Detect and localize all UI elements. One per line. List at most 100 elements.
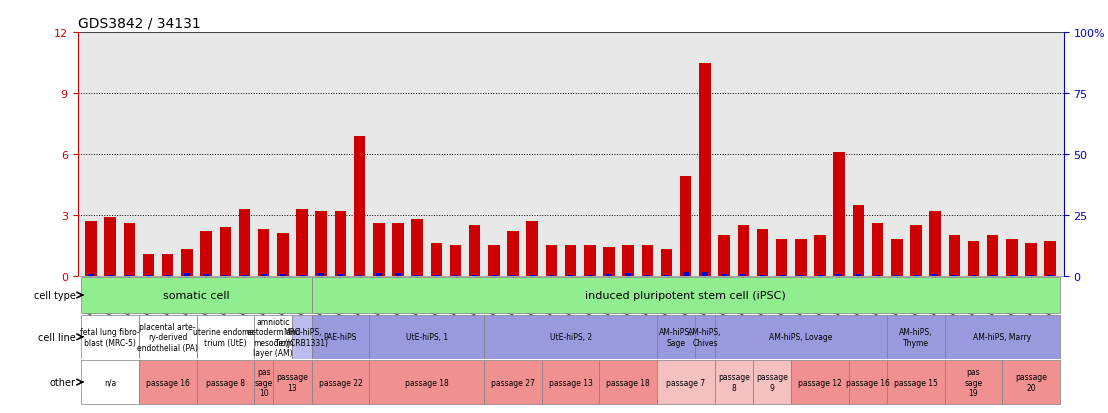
Text: cell line: cell line bbox=[38, 332, 75, 342]
Text: passage
8: passage 8 bbox=[718, 373, 750, 392]
Text: pas
sage
19: pas sage 19 bbox=[964, 367, 983, 397]
Bar bbox=[660, 250, 673, 276]
Bar bbox=[373, 223, 384, 276]
Bar bbox=[699, 64, 710, 276]
Bar bbox=[818, 275, 823, 276]
Text: fetal lung fibro-
blast (MRC-5): fetal lung fibro- blast (MRC-5) bbox=[81, 328, 140, 347]
Bar bbox=[89, 274, 94, 276]
Bar bbox=[796, 240, 807, 276]
Text: passage 7: passage 7 bbox=[666, 377, 706, 387]
Bar bbox=[335, 211, 346, 276]
Bar bbox=[145, 275, 152, 276]
Bar bbox=[376, 274, 381, 276]
Bar bbox=[642, 246, 653, 276]
Bar bbox=[392, 223, 403, 276]
Text: GDS3842 / 34131: GDS3842 / 34131 bbox=[78, 17, 201, 31]
Bar bbox=[664, 275, 669, 276]
Text: passage 18: passage 18 bbox=[404, 377, 449, 387]
Bar bbox=[162, 254, 174, 276]
Text: passage 22: passage 22 bbox=[318, 377, 362, 387]
Bar bbox=[318, 274, 325, 276]
Bar bbox=[623, 246, 634, 276]
Bar bbox=[453, 275, 459, 276]
Bar bbox=[242, 275, 247, 276]
FancyBboxPatch shape bbox=[715, 315, 888, 358]
FancyBboxPatch shape bbox=[484, 361, 542, 404]
Bar bbox=[1028, 275, 1034, 276]
Bar bbox=[872, 223, 883, 276]
Bar bbox=[85, 221, 96, 276]
Bar bbox=[645, 275, 650, 276]
Bar bbox=[814, 236, 825, 276]
Bar bbox=[702, 272, 708, 276]
FancyBboxPatch shape bbox=[542, 361, 599, 404]
FancyBboxPatch shape bbox=[945, 315, 1060, 358]
Text: induced pluripotent stem cell (iPSC): induced pluripotent stem cell (iPSC) bbox=[585, 290, 786, 300]
Bar bbox=[201, 232, 212, 276]
Bar bbox=[779, 275, 784, 276]
FancyBboxPatch shape bbox=[311, 315, 369, 358]
Bar bbox=[718, 236, 730, 276]
Bar bbox=[587, 275, 593, 276]
Bar bbox=[165, 275, 171, 276]
Text: MRC-hiPS,
Tic(JCRB1331): MRC-hiPS, Tic(JCRB1331) bbox=[275, 328, 329, 347]
Bar bbox=[932, 275, 938, 276]
Text: PAE-hiPS: PAE-hiPS bbox=[324, 332, 357, 342]
Text: other: other bbox=[50, 377, 75, 387]
Bar bbox=[296, 209, 308, 276]
Bar bbox=[837, 274, 842, 276]
Bar bbox=[260, 275, 267, 276]
Text: passage 16: passage 16 bbox=[847, 377, 890, 387]
Bar bbox=[1009, 275, 1015, 276]
Bar bbox=[489, 246, 500, 276]
Text: passage 13: passage 13 bbox=[548, 377, 593, 387]
FancyBboxPatch shape bbox=[369, 315, 484, 358]
Bar bbox=[740, 275, 746, 276]
Text: UtE-hiPS, 1: UtE-hiPS, 1 bbox=[406, 332, 448, 342]
Bar bbox=[143, 254, 154, 276]
FancyBboxPatch shape bbox=[696, 315, 715, 358]
Bar bbox=[472, 275, 478, 276]
Bar bbox=[507, 232, 519, 276]
Bar bbox=[952, 275, 957, 276]
Bar bbox=[411, 219, 423, 276]
Text: passage
20: passage 20 bbox=[1015, 373, 1047, 392]
Text: passage 12: passage 12 bbox=[798, 377, 842, 387]
FancyBboxPatch shape bbox=[484, 315, 657, 358]
FancyBboxPatch shape bbox=[888, 315, 945, 358]
Bar bbox=[530, 275, 535, 276]
Bar bbox=[396, 274, 401, 276]
Bar bbox=[855, 274, 861, 276]
Bar bbox=[1025, 244, 1037, 276]
Text: placental arte-
ry-derived
endothelial (PA): placental arte- ry-derived endothelial (… bbox=[137, 322, 198, 352]
Bar bbox=[683, 272, 688, 276]
Bar bbox=[894, 275, 900, 276]
FancyBboxPatch shape bbox=[81, 315, 138, 358]
Text: passage
9: passage 9 bbox=[756, 373, 788, 392]
Bar bbox=[776, 240, 788, 276]
Text: AM-hiPS, Lovage: AM-hiPS, Lovage bbox=[769, 332, 832, 342]
FancyBboxPatch shape bbox=[657, 315, 696, 358]
Bar bbox=[833, 152, 845, 276]
Bar bbox=[1045, 242, 1056, 276]
Bar bbox=[104, 217, 116, 276]
FancyBboxPatch shape bbox=[254, 315, 293, 358]
FancyBboxPatch shape bbox=[138, 361, 196, 404]
Bar bbox=[316, 211, 327, 276]
FancyBboxPatch shape bbox=[311, 278, 1060, 313]
FancyBboxPatch shape bbox=[311, 361, 369, 404]
Bar bbox=[223, 275, 228, 276]
Text: AM-hiPS,
Sage: AM-hiPS, Sage bbox=[659, 328, 692, 347]
FancyBboxPatch shape bbox=[138, 315, 196, 358]
Text: AM-hiPS,
Chives: AM-hiPS, Chives bbox=[688, 328, 721, 347]
FancyBboxPatch shape bbox=[1003, 361, 1060, 404]
Bar bbox=[548, 275, 554, 276]
Bar bbox=[126, 275, 132, 276]
Bar bbox=[760, 275, 766, 276]
FancyBboxPatch shape bbox=[369, 361, 484, 404]
Bar bbox=[948, 236, 960, 276]
Bar bbox=[182, 250, 193, 276]
Bar bbox=[357, 275, 362, 276]
Bar bbox=[414, 275, 420, 276]
Bar bbox=[238, 209, 250, 276]
